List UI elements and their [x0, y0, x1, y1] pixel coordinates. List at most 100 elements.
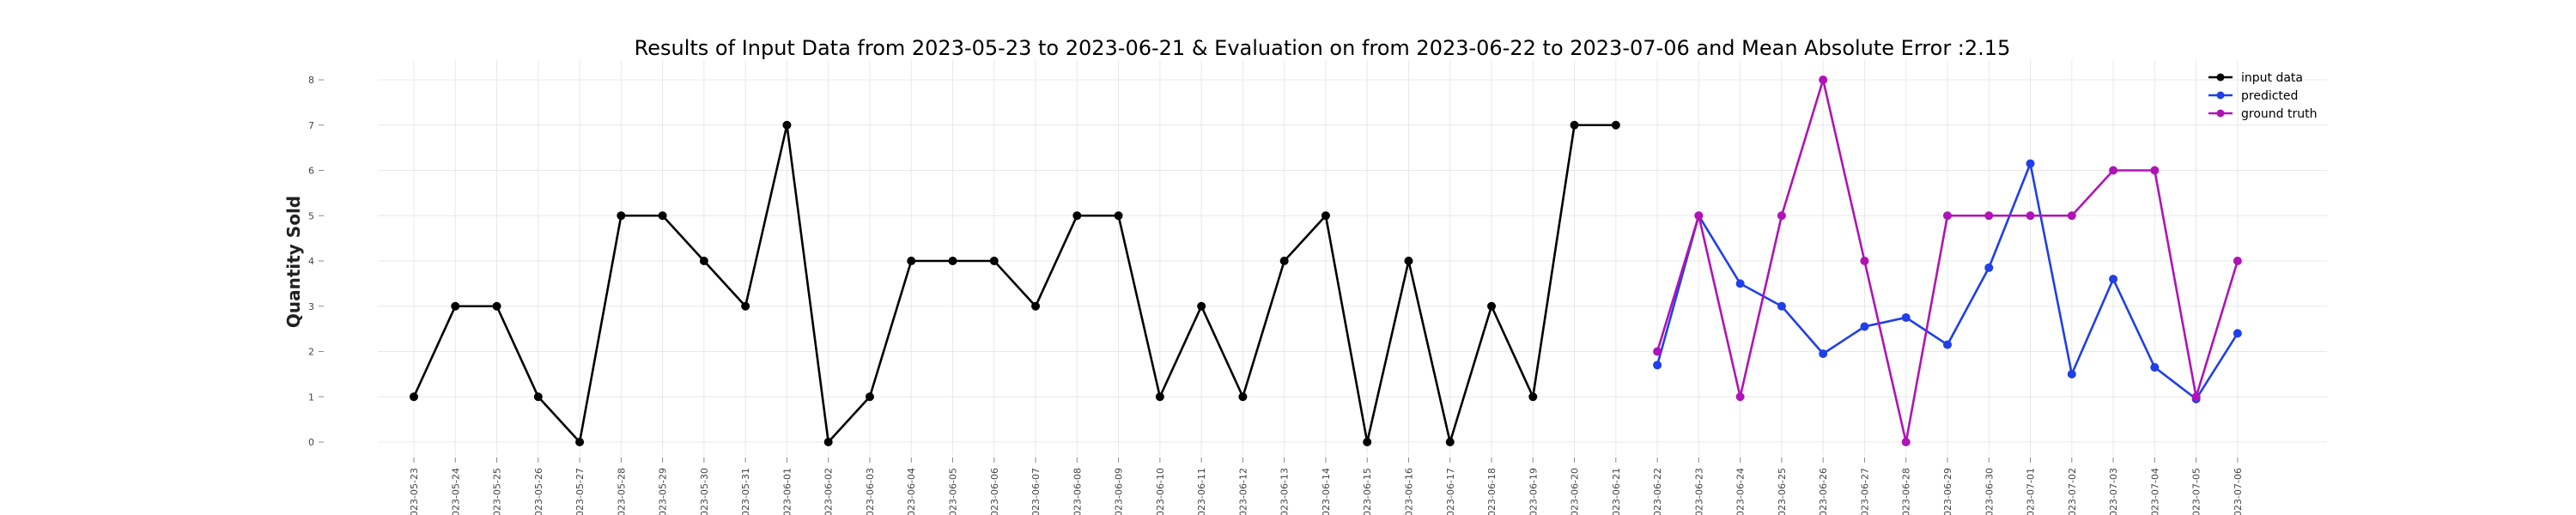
grid	[378, 60, 2327, 455]
y-tick-label: 1	[308, 391, 314, 403]
x-tick-label: 2023-06-22	[1652, 468, 1663, 515]
x-tick-label: 2023-06-21	[1611, 468, 1622, 515]
y-tick-label: 4	[308, 256, 314, 267]
axes: 0 1 2 3 4 5 6 7 8 2023-05-23 2023-05-24 2023-05-25 2…	[308, 75, 2244, 515]
x-tick-label: 2023-06-27	[1859, 468, 1870, 515]
x-tick-label: 2023-06-02	[823, 468, 835, 515]
data-point	[782, 120, 792, 130]
x-tick-label: 2023-06-26	[1818, 468, 1829, 515]
y-tick-label: 7	[308, 120, 314, 131]
data-point	[2026, 159, 2035, 168]
x-tick-label: 2023-06-11	[1196, 468, 1207, 515]
x-tick-label: 2023-07-01	[2026, 468, 2037, 515]
data-point	[2109, 275, 2118, 284]
data-point	[1901, 312, 1911, 322]
x-tick-label: 2023-06-20	[1570, 468, 1581, 515]
x-tick-label: 2023-06-28	[1901, 468, 1912, 515]
y-tick-label: 3	[308, 301, 314, 312]
data-point	[1445, 438, 1455, 446]
x-tick-label: 2023-06-17	[1445, 468, 1456, 515]
x-tick-label: 2023-06-03	[865, 468, 876, 515]
legend-swatch-marker	[2216, 91, 2225, 100]
data-point	[451, 301, 460, 311]
data-point	[1860, 322, 1869, 331]
x-tick-label: 2023-06-14	[1321, 468, 1332, 515]
legend-item: predicted	[2208, 89, 2298, 103]
data-point	[2026, 211, 2035, 221]
legend-swatch-marker	[2216, 73, 2225, 82]
data-point	[1238, 392, 1248, 402]
series-ground-truth	[1653, 75, 2242, 446]
data-point	[865, 392, 874, 402]
x-tick-label: 2023-06-08	[1072, 468, 1083, 515]
legend-label: predicted	[2241, 89, 2298, 103]
legend-item: input data	[2208, 71, 2303, 85]
data-point	[2150, 166, 2160, 175]
data-point	[1984, 263, 1994, 272]
x-tick-label: 2023-06-19	[1528, 468, 1539, 515]
data-point	[989, 257, 999, 265]
data-point	[1321, 211, 1330, 221]
x-tick-label: 2023-07-04	[2149, 468, 2160, 515]
data-point	[907, 257, 916, 265]
data-point	[699, 257, 708, 265]
data-point	[1653, 360, 1662, 370]
data-point	[2109, 166, 2118, 175]
y-tick-label: 6	[308, 166, 314, 177]
x-tick-label: 2023-06-25	[1777, 468, 1788, 515]
data-point	[617, 211, 626, 221]
x-tick-label: 2023-05-30	[699, 468, 710, 515]
data-point	[1942, 211, 1952, 221]
data-point	[1114, 211, 1123, 221]
series-line	[412, 124, 1616, 447]
x-tick-label: 2023-06-04	[906, 468, 917, 515]
x-tick-label: 2023-06-07	[1030, 468, 1042, 515]
data-point	[1735, 392, 1745, 402]
x-tick-label: 2023-06-09	[1114, 468, 1125, 515]
data-point	[2067, 369, 2076, 379]
data-point	[2067, 211, 2076, 221]
x-tick-label: 2023-06-18	[1486, 468, 1498, 515]
legend-swatch-marker	[2216, 109, 2225, 118]
data-point	[1819, 349, 1828, 359]
x-tick-label: 2023-06-16	[1403, 468, 1414, 515]
legend-label: input data	[2241, 71, 2303, 85]
data-point	[1984, 211, 1994, 221]
data-point	[533, 392, 543, 402]
x-tick-label: 2023-06-15	[1362, 468, 1373, 515]
x-tick-label: 2023-05-23	[409, 468, 420, 515]
y-tick-label: 2	[308, 347, 314, 358]
x-tick-label: 2023-06-30	[1984, 468, 1995, 515]
data-point	[2233, 329, 2242, 338]
data-point	[575, 438, 585, 446]
x-tick-label: 2023-06-13	[1279, 468, 1291, 515]
data-point	[658, 211, 667, 221]
x-tick-label: 2023-06-23	[1693, 468, 1704, 515]
data-point	[1860, 257, 1869, 265]
data-point	[410, 392, 418, 402]
data-point	[1777, 211, 1786, 221]
data-point	[1777, 301, 1786, 311]
y-tick-label: 0	[308, 437, 314, 448]
x-tick-label: 2023-05-26	[533, 468, 544, 515]
data-point	[1694, 211, 1704, 221]
x-tick-label: 2023-07-05	[2191, 468, 2202, 515]
y-tick-label: 8	[308, 75, 314, 86]
data-point	[1487, 301, 1497, 311]
data-point	[1819, 76, 1828, 84]
x-tick-label: 2023-07-06	[2233, 468, 2244, 515]
data-point	[1404, 257, 1413, 265]
legend: input data predicted ground truth	[2208, 71, 2317, 121]
data-point	[1279, 257, 1289, 265]
series-input-data	[410, 120, 1620, 447]
data-point	[1611, 120, 1620, 130]
x-tick-label: 2023-05-28	[616, 468, 627, 515]
series-group	[410, 75, 2242, 447]
x-tick-label: 2023-07-03	[2108, 468, 2119, 515]
data-point	[823, 438, 833, 446]
chart-title: Results of Input Data from 2023-05-23 to…	[635, 36, 2011, 60]
y-axis-label: Quantity Sold	[283, 196, 304, 328]
x-tick-label: 2023-06-01	[781, 468, 793, 515]
